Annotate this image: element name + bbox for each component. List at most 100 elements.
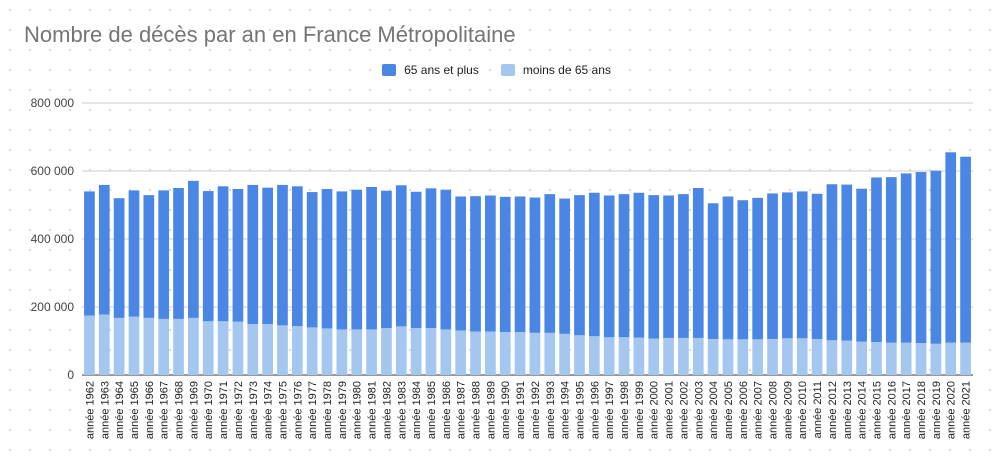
bar-65-plus	[202, 191, 214, 322]
bar-under-65	[678, 337, 689, 375]
x-tick-label: année 1997	[604, 381, 616, 439]
bar-65-plus	[143, 195, 155, 318]
bar-65-plus	[722, 196, 734, 340]
bar-under-65	[900, 342, 912, 375]
bar-65-plus	[366, 186, 377, 330]
x-tick-label: année 1978	[322, 381, 334, 439]
legend-item-65-plus[interactable]: 65 ans et plus	[382, 63, 479, 77]
legend-item-under-65[interactable]: moins de 65 ans	[500, 63, 611, 77]
bar-under-65	[455, 330, 467, 375]
x-tick-label: année 1983	[396, 381, 408, 439]
bar-under-65	[306, 327, 318, 375]
x-tick-label: année 2003	[693, 381, 705, 439]
bar-under-65	[574, 335, 585, 375]
bar-65-plus	[247, 184, 259, 324]
bar-65-plus	[900, 173, 912, 343]
bar-65-plus	[544, 194, 556, 333]
bar-65-plus	[678, 194, 689, 338]
bar-65-plus	[782, 192, 793, 339]
bar-under-65	[737, 339, 749, 375]
x-tick-label: année 2000	[649, 381, 661, 439]
bar-65-plus	[856, 188, 867, 342]
x-tick-label: année 1998	[619, 381, 631, 439]
x-tick-label: année 1967	[159, 381, 171, 439]
bar-under-65	[395, 326, 407, 375]
x-tick-label: année 1992	[530, 381, 542, 439]
x-tick-label: année 2014	[857, 381, 869, 439]
bar-under-65	[277, 325, 288, 375]
bar-under-65	[841, 340, 853, 375]
bar-under-65	[485, 331, 496, 375]
bar-65-plus	[173, 188, 184, 319]
bar-under-65	[588, 336, 600, 375]
bar-under-65	[663, 337, 674, 375]
x-tick-label: année 1994	[560, 381, 572, 439]
bar-65-plus	[885, 177, 897, 343]
x-tick-label: année 1995	[574, 381, 586, 439]
bar-under-65	[321, 328, 333, 375]
x-tick-label: année 2012	[827, 381, 839, 439]
bar-under-65	[885, 342, 897, 375]
x-tick-label: année 1965	[129, 381, 141, 439]
bar-under-65	[618, 337, 630, 375]
bar-under-65	[440, 329, 452, 375]
y-tick-label: 200 000	[31, 300, 75, 314]
bar-65-plus	[514, 196, 526, 333]
bar-65-plus	[529, 197, 541, 333]
x-tick-label: année 1974	[263, 381, 275, 439]
x-tick-label: année 1968	[174, 381, 186, 439]
x-tick-label: année 2006	[738, 381, 750, 439]
bar-65-plus	[574, 195, 585, 336]
x-tick-label: année 1976	[292, 381, 304, 439]
bar-65-plus	[291, 186, 303, 327]
legend-label-under-65: moins de 65 ans	[522, 63, 611, 77]
bar-65-plus	[588, 192, 600, 337]
x-tick-label: année 2002	[678, 381, 690, 439]
bar-under-65	[143, 317, 155, 375]
bar-under-65	[856, 341, 867, 375]
x-tick-label: année 1977	[307, 381, 319, 439]
bar-under-65	[128, 316, 140, 375]
bar-under-65	[559, 333, 570, 375]
bar-65-plus	[485, 195, 496, 332]
bar-under-65	[98, 314, 110, 375]
bar-65-plus	[841, 184, 853, 341]
bar-65-plus	[707, 203, 719, 339]
y-tick-label: 400 000	[31, 232, 75, 246]
bar-under-65	[603, 337, 615, 375]
bar-under-65	[782, 338, 793, 375]
bar-under-65	[692, 337, 704, 375]
bar-65-plus	[559, 198, 570, 334]
x-tick-label: année 1979	[337, 381, 349, 439]
bar-under-65	[826, 340, 838, 375]
bar-65-plus	[232, 189, 244, 322]
bar-65-plus	[84, 191, 95, 316]
bar-under-65	[871, 342, 882, 375]
bar-65-plus	[440, 189, 452, 330]
x-tick-label: année 1963	[99, 381, 111, 439]
bar-65-plus	[915, 172, 927, 344]
x-tick-label: année 1986	[441, 381, 453, 439]
bar-under-65	[84, 315, 95, 375]
x-tick-label: année 1972	[233, 381, 245, 439]
bar-under-65	[648, 338, 660, 375]
x-tick-label: année 1990	[500, 381, 512, 439]
x-tick-label: année 2008	[768, 381, 780, 439]
bar-65-plus	[351, 189, 363, 330]
x-tick-label: année 1971	[218, 381, 230, 439]
bar-65-plus	[410, 191, 422, 329]
bar-under-65	[707, 338, 719, 375]
x-tick-label: année 2021	[961, 381, 973, 439]
bar-under-65	[529, 332, 541, 375]
bar-65-plus	[752, 197, 764, 340]
bar-under-65	[202, 321, 214, 375]
bar-65-plus	[648, 195, 660, 339]
bar-under-65	[247, 324, 259, 375]
bar-65-plus	[796, 191, 808, 339]
legend-label-65-plus: 65 ans et plus	[404, 63, 479, 77]
bar-65-plus	[321, 189, 333, 329]
y-tick-label: 0	[67, 368, 74, 382]
bar-under-65	[499, 332, 511, 375]
x-tick-label: année 1973	[248, 381, 260, 439]
x-tick-label: année 2005	[723, 381, 735, 439]
